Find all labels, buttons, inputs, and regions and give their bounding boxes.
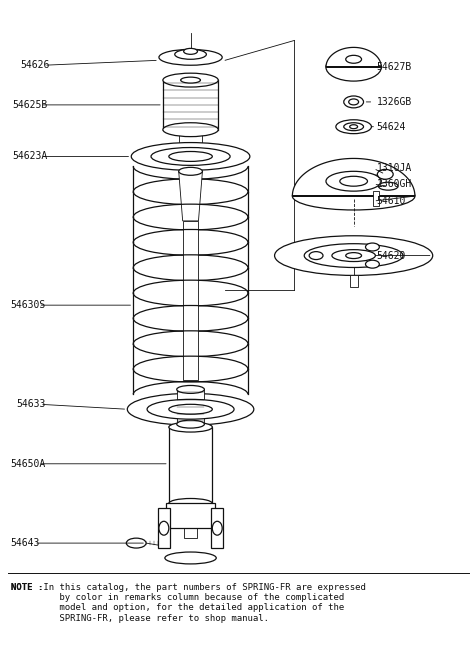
Ellipse shape xyxy=(365,260,378,268)
Text: 1310JA: 1310JA xyxy=(376,163,411,173)
Ellipse shape xyxy=(212,521,222,535)
Bar xyxy=(158,509,169,548)
Text: 54627B: 54627B xyxy=(376,62,411,72)
Ellipse shape xyxy=(176,420,204,428)
Ellipse shape xyxy=(331,250,375,261)
Ellipse shape xyxy=(335,120,371,134)
Ellipse shape xyxy=(159,49,222,65)
Polygon shape xyxy=(178,171,202,221)
Ellipse shape xyxy=(180,77,200,83)
Text: 54643: 54643 xyxy=(10,538,40,548)
Bar xyxy=(182,221,198,380)
Text: 54630S: 54630S xyxy=(10,300,46,310)
Bar xyxy=(373,191,378,206)
Ellipse shape xyxy=(176,386,204,393)
Text: SPRING-FR, please refer to shop manual.: SPRING-FR, please refer to shop manual. xyxy=(10,614,268,622)
Ellipse shape xyxy=(345,252,361,259)
Text: model and option, for the detailed application of the: model and option, for the detailed appli… xyxy=(10,604,343,612)
Ellipse shape xyxy=(165,552,216,564)
Ellipse shape xyxy=(151,148,229,166)
Ellipse shape xyxy=(183,49,197,54)
Ellipse shape xyxy=(349,125,357,129)
Bar xyxy=(211,509,223,548)
Ellipse shape xyxy=(325,53,380,81)
Ellipse shape xyxy=(126,538,146,548)
Ellipse shape xyxy=(377,170,392,179)
Ellipse shape xyxy=(131,142,249,170)
Bar xyxy=(166,503,215,528)
Bar xyxy=(169,427,212,503)
Ellipse shape xyxy=(348,99,358,105)
Text: 1326GB: 1326GB xyxy=(376,97,411,107)
Text: 54623A: 54623A xyxy=(13,151,48,162)
Ellipse shape xyxy=(169,498,212,509)
Ellipse shape xyxy=(304,244,402,267)
Ellipse shape xyxy=(343,96,363,108)
Text: by color in remarks column because of the complicated: by color in remarks column because of th… xyxy=(10,593,343,602)
Ellipse shape xyxy=(169,151,212,161)
Ellipse shape xyxy=(292,182,414,210)
Ellipse shape xyxy=(127,393,253,425)
Text: 54625B: 54625B xyxy=(13,100,48,110)
Ellipse shape xyxy=(274,236,432,276)
Text: In this catalog, the part numbers of SPRING-FR are expressed: In this catalog, the part numbers of SPR… xyxy=(38,583,365,592)
Ellipse shape xyxy=(162,73,218,87)
Ellipse shape xyxy=(308,252,322,259)
Bar xyxy=(176,389,204,424)
Text: 1360GH: 1360GH xyxy=(376,179,411,189)
Bar xyxy=(349,276,357,287)
Text: 54624: 54624 xyxy=(376,122,405,132)
Polygon shape xyxy=(325,47,380,67)
Text: 54650A: 54650A xyxy=(10,459,46,469)
Text: 54626: 54626 xyxy=(20,60,50,71)
Text: 54633: 54633 xyxy=(17,399,46,410)
Ellipse shape xyxy=(147,399,234,419)
Ellipse shape xyxy=(325,171,380,191)
Ellipse shape xyxy=(174,49,206,60)
Ellipse shape xyxy=(365,243,378,251)
Ellipse shape xyxy=(339,176,367,186)
Text: NOTE :: NOTE : xyxy=(10,583,48,592)
Ellipse shape xyxy=(178,168,202,175)
Text: NOTE :: NOTE : xyxy=(10,583,48,592)
Ellipse shape xyxy=(159,521,169,535)
Ellipse shape xyxy=(169,404,212,414)
Ellipse shape xyxy=(343,123,363,131)
Polygon shape xyxy=(292,159,414,196)
Text: 54610: 54610 xyxy=(376,196,405,206)
Bar xyxy=(183,503,197,538)
Ellipse shape xyxy=(169,422,212,432)
Ellipse shape xyxy=(345,56,361,63)
Ellipse shape xyxy=(162,123,218,137)
Ellipse shape xyxy=(377,182,397,190)
Text: 54620: 54620 xyxy=(376,250,405,261)
